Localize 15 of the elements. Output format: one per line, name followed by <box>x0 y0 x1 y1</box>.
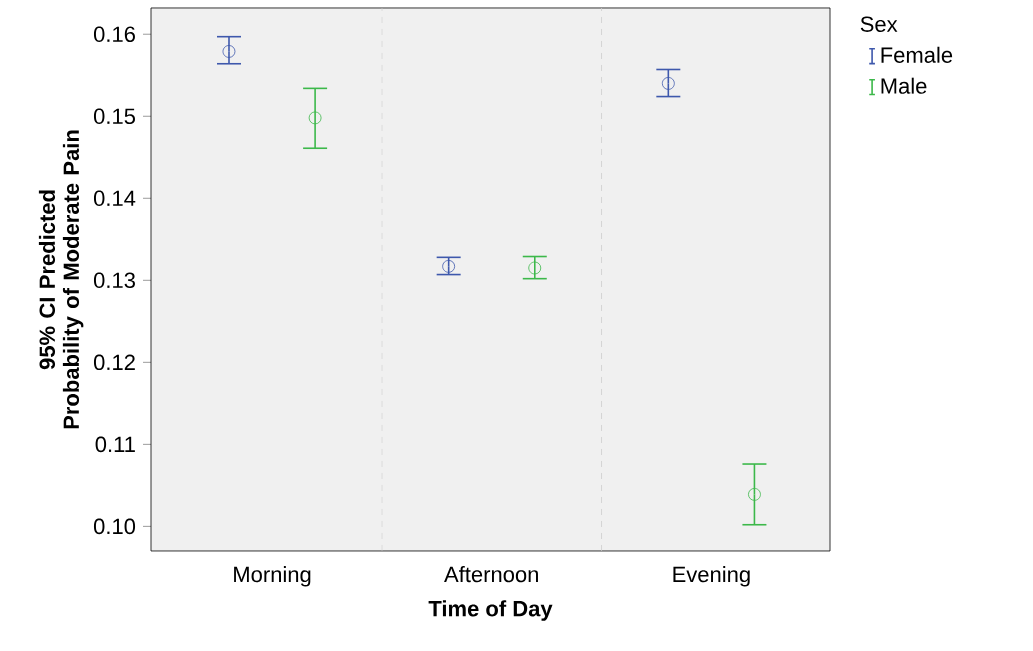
legend-label: Male <box>881 77 927 94</box>
y-tick-label: 0.11 <box>95 436 135 453</box>
legend-title: Sex <box>860 16 898 32</box>
x-axis-title: Time of Day <box>428 600 553 621</box>
y-tick-label: 0.10 <box>93 518 136 535</box>
y-axis-title: 95% CI Predicted Probability of Moderate Pain <box>38 130 84 429</box>
x-tick-label: Evening <box>673 566 750 587</box>
y-tick-label: 0.15 <box>93 108 135 125</box>
legend-label: Female <box>881 46 953 63</box>
y-tick-label: 0.16 <box>93 26 135 43</box>
x-tick-label: Morning <box>234 566 311 587</box>
x-tick-label: Afternoon <box>444 566 538 583</box>
y-tick-label: 0.13 <box>93 272 135 289</box>
y-tick-label: 0.12 <box>93 354 135 371</box>
y-tick-label: 0.14 <box>93 190 136 207</box>
